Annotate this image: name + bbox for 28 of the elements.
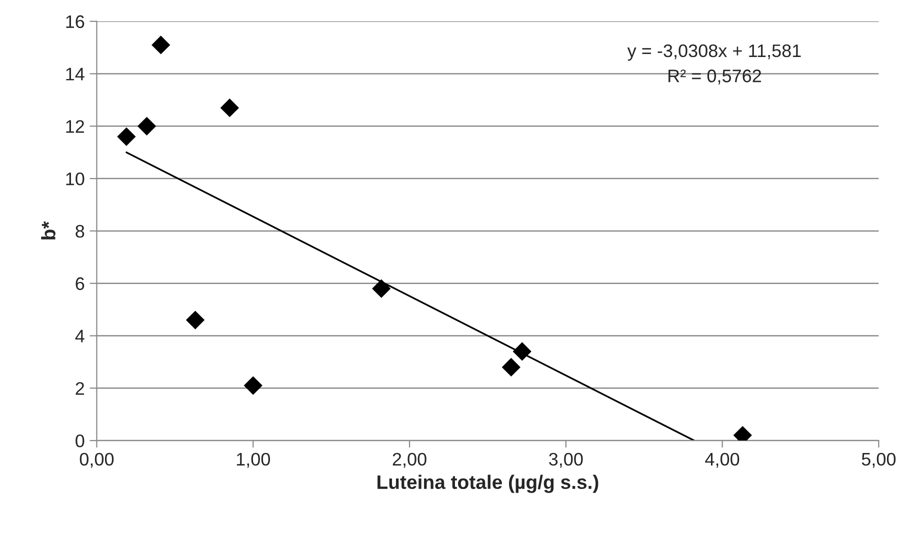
x-tick-label: 2,00 <box>392 452 426 468</box>
x-axis-title: Luteina totale (µg/g s.s.) <box>378 474 598 493</box>
point <box>502 358 520 377</box>
y-tick-label: 2 <box>76 382 84 395</box>
point <box>117 127 136 146</box>
x-tick-label: 0,00 <box>80 452 114 468</box>
annotation: y = -3,0308x + 11,581 <box>627 44 801 61</box>
x-tick-label: 5,00 <box>862 452 896 468</box>
x-tick-label: 4,00 <box>705 452 740 468</box>
y-axis-title: b* <box>41 221 56 240</box>
point <box>186 310 205 330</box>
point <box>220 98 239 118</box>
y-tick-label: 6 <box>76 277 84 290</box>
y-tick-label: 0 <box>76 434 84 448</box>
x-tick-label: 1,00 <box>236 452 270 468</box>
point <box>244 376 262 395</box>
point <box>372 279 391 298</box>
point <box>137 116 156 136</box>
y-tick-label: 8 <box>76 224 84 238</box>
point <box>512 342 532 361</box>
x-tick-label: 3,00 <box>549 452 583 468</box>
point <box>152 36 170 54</box>
y-tick-label: 10 <box>66 172 84 186</box>
annotation: R² = 0,5762 <box>668 70 761 84</box>
y-tick-label: 14 <box>66 68 84 80</box>
y-tick-label: 4 <box>75 330 84 342</box>
y-tick-label: 12 <box>66 120 84 133</box>
y-tick-label: 16 <box>66 15 84 28</box>
